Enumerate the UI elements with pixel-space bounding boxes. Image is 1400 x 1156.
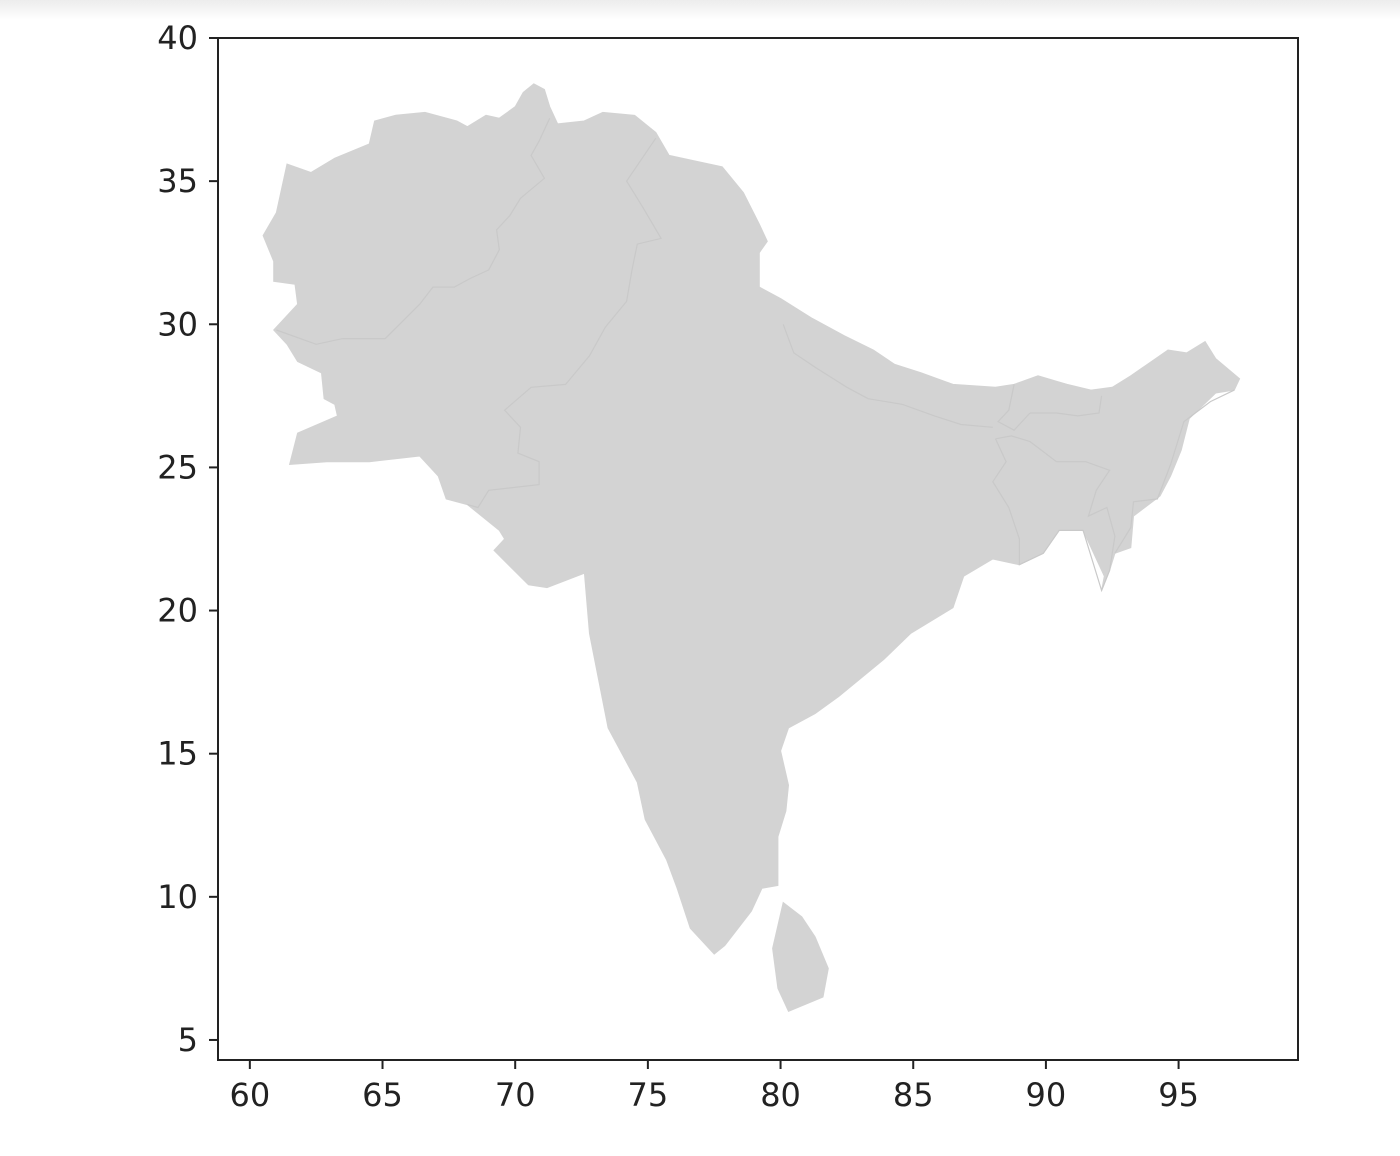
border-myanmar-border <box>1114 389 1235 554</box>
y-tick-label: 30 <box>157 305 198 343</box>
border-afghanistan-pakistan <box>276 117 551 345</box>
land-region-island <box>772 901 829 1012</box>
y-tick-label: 35 <box>157 162 198 200</box>
x-tick-label: 80 <box>760 1076 801 1114</box>
land-region-mainland <box>262 83 1241 955</box>
border-bangladesh-border <box>992 435 1116 593</box>
y-tick-label: 20 <box>157 592 198 630</box>
internal-borders <box>276 117 1235 593</box>
border-pakistan-india <box>467 137 663 509</box>
x-tick-label: 65 <box>362 1076 403 1114</box>
y-tick-label: 10 <box>157 878 198 916</box>
x-axis-ticks: 60 65 70 75 80 85 90 95 <box>229 1060 1199 1114</box>
y-tick-label: 40 <box>157 19 198 57</box>
x-tick-label: 75 <box>628 1076 669 1114</box>
border-sikkim-bhutan-west <box>997 384 1031 431</box>
x-tick-label: 85 <box>893 1076 934 1114</box>
window-top-strip <box>0 0 1400 20</box>
border-nepal-south <box>782 324 993 428</box>
x-tick-label: 60 <box>229 1076 270 1114</box>
y-axis-ticks: 5 10 15 20 25 30 35 40 <box>157 19 218 1059</box>
border-bhutan-south <box>1030 395 1103 417</box>
land-regions <box>262 83 1241 1012</box>
x-tick-label: 95 <box>1158 1076 1199 1114</box>
x-tick-label: 90 <box>1026 1076 1067 1114</box>
axes-frame <box>217 37 1299 1061</box>
x-tick-label: 70 <box>495 1076 536 1114</box>
y-tick-label: 5 <box>178 1021 198 1059</box>
y-tick-label: 15 <box>157 735 198 773</box>
y-tick-label: 25 <box>157 448 198 486</box>
